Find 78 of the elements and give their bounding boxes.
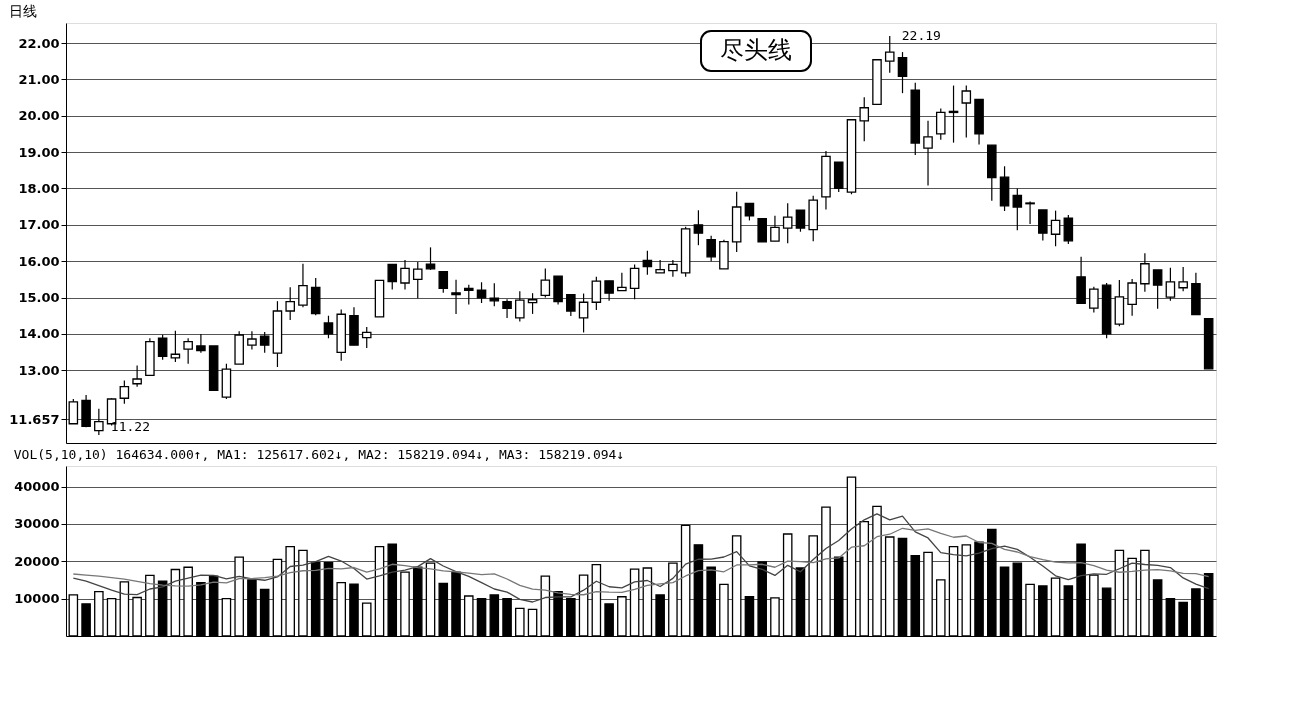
candlestick — [897, 51, 908, 94]
chart-title: 日线 — [8, 3, 37, 19]
candlestick — [540, 267, 551, 299]
candlestick — [387, 263, 398, 291]
candlestick — [693, 209, 704, 246]
y-tick-label: 40000 — [14, 479, 60, 495]
y-tick-label: 14.00 — [18, 326, 60, 342]
candlestick — [935, 107, 946, 141]
y-tick-label: 22.00 — [18, 35, 60, 51]
candlestick — [923, 120, 933, 187]
candlestick — [1178, 266, 1188, 292]
candlestick — [782, 202, 793, 244]
y-tick-label: 16.00 — [18, 253, 60, 269]
candlestick — [476, 281, 487, 304]
candlestick — [451, 279, 461, 315]
line-series — [72, 513, 1210, 603]
annotation: 22.19 — [901, 28, 941, 44]
candlestick — [1140, 252, 1150, 293]
candlestick — [412, 261, 423, 299]
candlestick — [361, 326, 372, 349]
candlestick — [527, 292, 538, 315]
annotation: 11.22 — [110, 419, 150, 434]
candlestick — [706, 235, 716, 262]
candlestick — [515, 290, 525, 323]
candlestick — [591, 276, 602, 311]
candlestick — [1127, 278, 1137, 317]
candlestick — [1089, 286, 1099, 314]
y-tick-label: 17.00 — [18, 217, 60, 233]
candlestick — [119, 379, 130, 405]
candlestick — [757, 217, 767, 243]
candlestick — [132, 364, 142, 388]
candlestick — [94, 408, 104, 436]
candlestick — [604, 280, 614, 302]
candlestick — [323, 315, 334, 339]
candlestick — [1165, 267, 1176, 302]
candlestick — [629, 263, 640, 300]
candlestick — [668, 259, 678, 278]
candlestick — [68, 398, 79, 425]
candlestick — [502, 298, 512, 319]
candlestick — [655, 259, 665, 274]
candlestick — [1152, 269, 1163, 310]
y-tick-label: 15.00 — [18, 290, 60, 306]
candlestick — [463, 284, 474, 306]
candlestick — [400, 259, 410, 291]
candlestick — [1063, 214, 1074, 245]
chart-title: VOL(5,10,10) 164634.000↑, MA1: 125617.602↓, MA2: 158219.094↓, MA3: 158219.094↓ — [13, 447, 625, 462]
candlestick — [578, 292, 589, 334]
candlestick — [859, 96, 870, 142]
candlestick — [884, 35, 895, 74]
y-tick-label: 21.00 — [18, 71, 60, 87]
candlestick — [170, 330, 181, 363]
candlestick — [157, 334, 168, 361]
y-tick-label: 20000 — [14, 553, 60, 569]
line-series — [72, 527, 1210, 596]
y-tick-label: 13.00 — [18, 362, 60, 378]
candlestick — [617, 272, 627, 292]
candlestick — [438, 271, 449, 294]
y-tick-label: 30000 — [14, 516, 60, 532]
candlestick — [247, 330, 257, 351]
candlestick — [961, 84, 972, 139]
candlestick — [285, 286, 295, 321]
candlestick — [770, 215, 780, 242]
candlestick — [1038, 209, 1048, 242]
candlestick — [196, 333, 206, 354]
annotation: 尽头线 — [720, 36, 792, 64]
y-tick-label: 11.657 — [9, 411, 60, 427]
candlestick — [259, 331, 270, 354]
candlestick — [795, 209, 806, 233]
candlestick — [425, 246, 436, 271]
candlestick — [642, 250, 653, 276]
candlestick — [298, 263, 308, 308]
candlestick — [1012, 187, 1023, 231]
candlestick — [183, 337, 193, 365]
y-tick-label: 10000 — [14, 591, 60, 607]
y-tick-label: 20.00 — [18, 108, 60, 124]
y-tick-label: 19.00 — [18, 144, 60, 160]
candlestick — [1050, 210, 1061, 247]
y-tick-label: 18.00 — [18, 180, 60, 196]
